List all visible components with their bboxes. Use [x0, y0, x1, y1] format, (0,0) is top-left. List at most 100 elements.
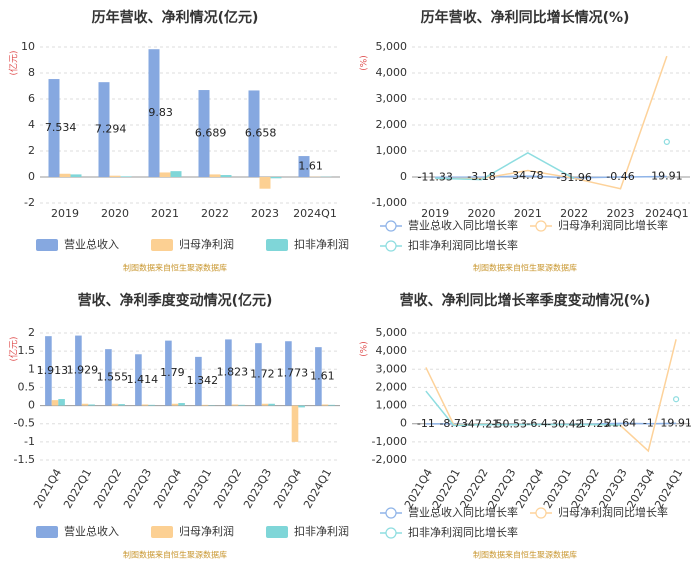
legend-label: 扣非净利润 — [294, 237, 349, 251]
value-label: 6.658 — [245, 127, 277, 140]
y-tick-label: 0 — [400, 170, 407, 183]
y-tick-label: 1.5 — [18, 344, 36, 357]
bar — [328, 404, 335, 406]
bar — [111, 403, 119, 406]
y-axis-unit: (%) — [360, 341, 370, 357]
value-label: -47.21 — [464, 418, 499, 431]
legend-label: 扣非净利润 — [294, 524, 349, 538]
y-tick-label: -1.5 — [14, 453, 35, 466]
value-label: 1.342 — [187, 374, 219, 387]
y-tick-label: 4,000 — [376, 66, 408, 79]
y-tick-label: 8 — [28, 66, 35, 79]
legend-swatch — [266, 239, 288, 251]
value-label: 1.929 — [67, 364, 99, 377]
value-label: 9.83 — [148, 106, 173, 119]
bar — [201, 404, 209, 406]
bar — [88, 404, 95, 406]
x-tick-label: 2022Q2 — [91, 467, 124, 511]
value-label: 1.555 — [97, 370, 129, 383]
y-tick-label: 0.5 — [18, 380, 36, 393]
value-label: 1.61 — [298, 160, 323, 173]
point — [673, 396, 680, 403]
y-tick-label: 0 — [28, 399, 35, 412]
bar — [209, 174, 221, 177]
bar — [178, 403, 185, 406]
bar — [118, 404, 125, 406]
chart-panel: 历年营收、净利同比增长情况(%) (%) -1,000 0 1,000 2,000 3,00… — [360, 9, 690, 273]
x-tick-label: 2024Q1 — [645, 207, 689, 220]
bar — [220, 175, 232, 177]
y-axis-unit: (%) — [360, 55, 370, 71]
chart-panel: 营收、净利同比增长率季度变动情况(%) (%) -2,000 -1,000 0 1,000… — [360, 292, 692, 560]
y-tick-label: 2 — [28, 326, 35, 339]
value-label: -3.18 — [467, 170, 495, 183]
y-tick-label: 2 — [28, 144, 35, 157]
bar — [170, 171, 182, 177]
value-label: 6.689 — [195, 127, 227, 140]
y-tick-label: 1 — [28, 362, 35, 375]
bar — [198, 90, 210, 177]
value-label: -8.73 — [439, 417, 467, 430]
legend-swatch — [36, 239, 58, 251]
y-tick-label: 4 — [28, 118, 35, 131]
x-tick-label: 2020 — [468, 207, 496, 220]
bar — [291, 405, 299, 442]
y-tick-label: -1,000 — [372, 196, 407, 209]
bar — [135, 354, 142, 406]
x-tick-label: 2024Q1 — [301, 467, 334, 511]
value-label: 7.534 — [45, 121, 77, 134]
bar — [298, 405, 305, 408]
value-label: -6.4 — [526, 417, 547, 430]
value-label: 1.823 — [217, 365, 249, 378]
bar — [141, 404, 149, 406]
source-note: 制图数据来自恒生聚源数据库 — [123, 550, 227, 560]
value-label: -50.53 — [492, 418, 527, 431]
bar — [120, 176, 132, 177]
bar — [148, 49, 160, 177]
value-label: 1.61 — [310, 369, 335, 382]
legend-symbol — [535, 220, 547, 232]
bar — [81, 403, 89, 406]
value-label: 1.414 — [127, 373, 159, 386]
bar — [48, 79, 60, 177]
y-tick-label: 3,000 — [376, 362, 408, 375]
legend-label: 营业总收入 — [64, 524, 119, 538]
y-tick-label: 4,000 — [376, 344, 408, 357]
source-note: 制图数据来自恒生聚源数据库 — [473, 550, 577, 560]
y-axis-unit: (亿元) — [8, 50, 20, 75]
bar — [51, 400, 59, 406]
value-label: 1.72 — [250, 367, 275, 380]
chart-panel: 营收、净利季度变动情况(亿元) (亿元) -1.5 -1 -0.5 0 0.5 1 1.5 2 20… — [8, 292, 350, 560]
bar — [231, 404, 239, 406]
legend-swatch — [151, 239, 173, 251]
bar — [75, 335, 82, 406]
legend-label: 归母净利润 — [179, 524, 234, 538]
legend-label: 归母净利润同比增长率 — [558, 505, 668, 519]
y-tick-label: 0 — [28, 170, 35, 183]
bar — [109, 175, 121, 177]
y-tick-label: 5,000 — [376, 40, 408, 53]
value-label: -30.42 — [547, 417, 582, 430]
bar — [171, 403, 179, 406]
bar — [298, 156, 310, 177]
line — [425, 339, 677, 453]
chart-panel: 历年营收、净利情况(亿元) (亿元) -2 0 2 4 6 8 10 2019 2020 2021 20… — [8, 9, 350, 273]
value-label: -17.25 — [575, 417, 610, 430]
bar — [268, 403, 275, 406]
legend-swatch — [266, 526, 288, 538]
y-axis-unit: (亿元) — [8, 336, 20, 361]
bar — [315, 347, 322, 406]
bar — [225, 339, 232, 406]
value-label: 1.773 — [277, 366, 309, 379]
bar — [261, 403, 269, 406]
legend-symbol — [385, 240, 397, 252]
legend-label: 营业总收入 — [64, 237, 119, 251]
value-label: -1 — [643, 417, 654, 430]
line — [435, 175, 667, 179]
value-label: -11.33 — [417, 170, 452, 183]
legend-label: 扣非净利润同比增长率 — [408, 525, 518, 539]
source-note: 制图数据来自恒生聚源数据库 — [473, 263, 577, 273]
x-tick-label: 2022Q3 — [121, 467, 154, 511]
bar — [98, 82, 110, 177]
